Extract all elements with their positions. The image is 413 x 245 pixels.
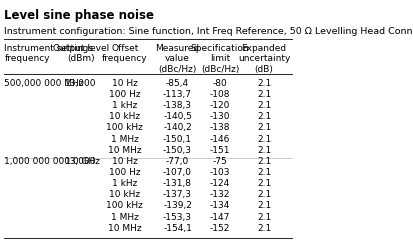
Text: 10 Hz: 10 Hz [112,157,137,166]
Text: -77,0: -77,0 [166,157,189,166]
Text: Measured
value
(dBc/Hz): Measured value (dBc/Hz) [155,44,199,74]
Text: 2.1: 2.1 [256,201,271,210]
Text: -107,0: -107,0 [163,168,192,177]
Text: 1 MHz: 1 MHz [111,135,138,144]
Text: -154,1: -154,1 [163,224,192,233]
Text: 2.1: 2.1 [256,213,271,222]
Text: 100 Hz: 100 Hz [109,90,140,99]
Text: -153,3: -153,3 [163,213,192,222]
Text: -131,8: -131,8 [163,179,192,188]
Text: -134: -134 [209,201,230,210]
Text: 2.1: 2.1 [256,90,271,99]
Text: 2.1: 2.1 [256,101,271,110]
Text: Instrument settings
frequency: Instrument settings frequency [4,44,93,63]
Text: -147: -147 [209,213,230,222]
Text: -150,1: -150,1 [163,135,192,144]
Text: -140,5: -140,5 [163,112,192,121]
Text: 1,000 000 000 0 GHz: 1,000 000 000 0 GHz [4,157,100,166]
Text: -151: -151 [209,146,230,155]
Text: -146: -146 [209,135,230,144]
Text: 100 Hz: 100 Hz [109,168,140,177]
Text: 2.1: 2.1 [256,224,271,233]
Text: 2.1: 2.1 [256,135,271,144]
Text: Offset
frequency: Offset frequency [102,44,147,63]
Text: 2.1: 2.1 [256,168,271,177]
Text: -113,7: -113,7 [163,90,192,99]
Text: Level sine phase noise: Level sine phase noise [4,9,154,22]
Text: 2.1: 2.1 [256,79,271,88]
Text: -80: -80 [212,79,227,88]
Text: -139,2: -139,2 [163,201,192,210]
Text: 1 kHz: 1 kHz [112,179,137,188]
Text: 10 kHz: 10 kHz [109,190,140,199]
Text: 1 MHz: 1 MHz [111,213,138,222]
Text: -103: -103 [209,168,230,177]
Text: 100 kHz: 100 kHz [106,123,143,133]
Text: 2.1: 2.1 [256,157,271,166]
Text: -137,3: -137,3 [163,190,192,199]
Text: 13,000: 13,000 [65,79,96,88]
Text: -124: -124 [209,179,230,188]
Text: -150,3: -150,3 [163,146,192,155]
Text: Expanded
uncertainty
(dB): Expanded uncertainty (dB) [237,44,290,74]
Text: Specification
limit
(dBc/Hz): Specification limit (dBc/Hz) [190,44,249,74]
Text: -138,3: -138,3 [163,101,192,110]
Text: 2.1: 2.1 [256,146,271,155]
Text: 2.1: 2.1 [256,190,271,199]
Text: 1 kHz: 1 kHz [112,101,137,110]
Text: 13,000: 13,000 [65,157,96,166]
Text: 10 kHz: 10 kHz [109,112,140,121]
Text: Instrument configuration: Sine function, Int Freq Reference, 50 Ω Levelling Head: Instrument configuration: Sine function,… [4,27,413,36]
Text: 100 kHz: 100 kHz [106,201,143,210]
Text: 10 MHz: 10 MHz [108,224,141,233]
Text: -138: -138 [209,123,230,133]
Text: -75: -75 [212,157,227,166]
Text: -108: -108 [209,90,230,99]
Text: Output level
(dBm): Output level (dBm) [52,44,109,63]
Text: -132: -132 [209,190,230,199]
Text: 2.1: 2.1 [256,123,271,133]
Text: -130: -130 [209,112,230,121]
Text: 2.1: 2.1 [256,179,271,188]
Text: 10 MHz: 10 MHz [108,146,141,155]
Text: 500,000 000 MHz: 500,000 000 MHz [4,79,83,88]
Text: -85,4: -85,4 [166,79,189,88]
Text: -140,2: -140,2 [163,123,192,133]
Text: -152: -152 [209,224,230,233]
Text: -120: -120 [209,101,230,110]
Text: 10 Hz: 10 Hz [112,79,137,88]
Text: 2.1: 2.1 [256,112,271,121]
